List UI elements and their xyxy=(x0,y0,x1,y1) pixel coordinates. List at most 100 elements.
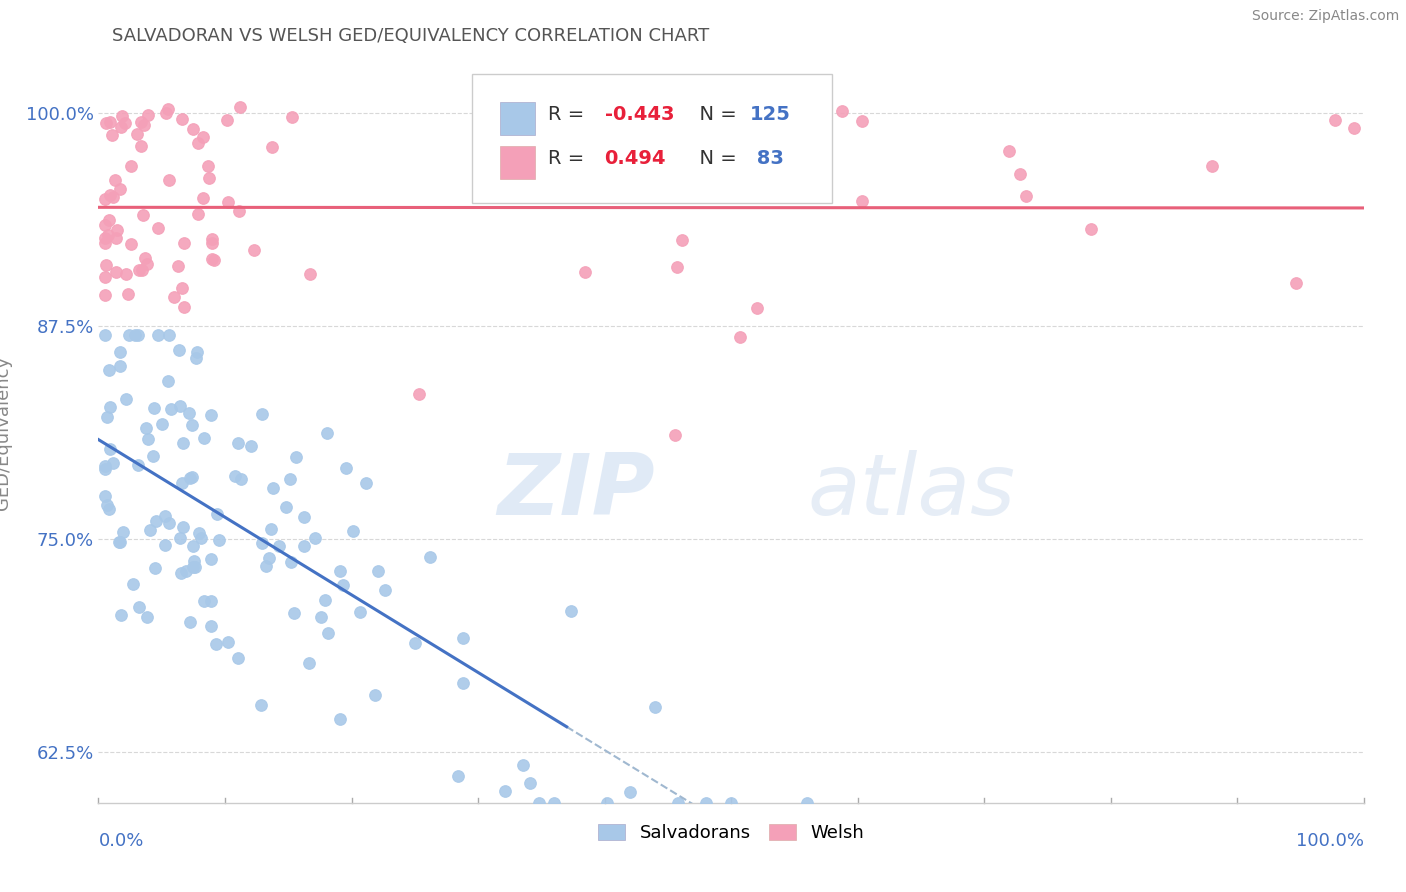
Point xyxy=(157,516,180,531)
Point xyxy=(96,498,118,512)
Point xyxy=(1323,112,1346,127)
Point xyxy=(851,194,873,209)
Point xyxy=(139,523,162,537)
Point xyxy=(143,561,166,575)
Point xyxy=(127,458,149,472)
Point xyxy=(671,233,693,247)
Point xyxy=(181,559,204,574)
Point xyxy=(188,525,211,540)
Point xyxy=(329,712,352,726)
Point xyxy=(274,500,297,514)
Point xyxy=(93,458,117,473)
Point xyxy=(226,436,249,450)
Point xyxy=(98,401,121,415)
Point xyxy=(404,636,426,650)
Point xyxy=(250,407,273,421)
Point xyxy=(201,252,224,267)
Point xyxy=(172,281,194,295)
Point xyxy=(96,410,118,425)
Text: N =: N = xyxy=(686,104,742,124)
Text: 83: 83 xyxy=(751,149,785,169)
Point xyxy=(181,539,204,553)
Point xyxy=(181,121,204,136)
Point xyxy=(453,676,475,690)
Point xyxy=(262,481,284,495)
Point xyxy=(851,114,873,128)
Point xyxy=(103,189,125,203)
Point xyxy=(205,507,228,521)
Point xyxy=(98,362,121,376)
Point xyxy=(94,258,117,272)
Point xyxy=(619,785,641,799)
Point xyxy=(665,260,688,275)
Point xyxy=(831,103,853,118)
Point xyxy=(200,594,222,608)
Point xyxy=(115,268,138,282)
Point xyxy=(122,576,145,591)
Point xyxy=(150,417,173,432)
Point xyxy=(314,592,336,607)
Point xyxy=(644,700,666,714)
Point xyxy=(101,128,124,143)
Point xyxy=(127,128,149,142)
Point xyxy=(242,243,264,257)
Point xyxy=(666,796,689,810)
Point xyxy=(367,564,389,578)
Point xyxy=(134,251,156,265)
Point xyxy=(136,433,159,447)
Point xyxy=(190,531,212,545)
Point xyxy=(156,102,179,116)
Point xyxy=(117,286,139,301)
Point xyxy=(115,392,138,406)
Point xyxy=(93,462,117,476)
Point xyxy=(224,469,246,483)
Point xyxy=(98,213,121,227)
Text: R =: R = xyxy=(547,149,596,169)
Point xyxy=(664,427,686,442)
Point xyxy=(104,173,127,187)
Point xyxy=(155,106,177,120)
Point xyxy=(93,489,117,503)
Point xyxy=(128,599,150,614)
Point xyxy=(796,796,818,810)
Point xyxy=(229,472,252,486)
Point xyxy=(447,769,470,783)
Text: SALVADORAN VS WELSH GED/EQUIVALENCY CORRELATION CHART: SALVADORAN VS WELSH GED/EQUIVALENCY CORR… xyxy=(112,27,710,45)
Point xyxy=(217,195,239,210)
Point xyxy=(132,208,155,222)
Point xyxy=(193,594,215,608)
Point xyxy=(280,110,302,124)
Point xyxy=(100,442,122,457)
Point xyxy=(1015,188,1038,202)
Point xyxy=(145,514,167,528)
Point xyxy=(186,345,208,359)
Point xyxy=(260,140,283,154)
Point xyxy=(110,607,132,622)
Point xyxy=(93,192,117,206)
Point xyxy=(191,191,214,205)
Point xyxy=(111,525,134,540)
Point xyxy=(136,609,159,624)
Point xyxy=(101,456,124,470)
Point xyxy=(120,237,142,252)
Point xyxy=(167,260,190,274)
Point xyxy=(250,535,273,549)
Point xyxy=(111,109,134,123)
Point xyxy=(304,531,326,545)
Point xyxy=(202,253,225,268)
Point xyxy=(127,327,149,342)
Point xyxy=(335,461,357,475)
Point xyxy=(138,107,160,121)
Point xyxy=(200,408,222,422)
Point xyxy=(177,406,200,420)
Point xyxy=(451,631,474,645)
FancyBboxPatch shape xyxy=(499,146,534,179)
Text: Source: ZipAtlas.com: Source: ZipAtlas.com xyxy=(1251,9,1399,23)
Point xyxy=(217,634,239,648)
Point xyxy=(169,399,191,413)
Point xyxy=(205,637,228,651)
Point xyxy=(283,606,305,620)
Point xyxy=(93,231,117,245)
Point xyxy=(108,535,131,549)
Point xyxy=(299,267,322,281)
